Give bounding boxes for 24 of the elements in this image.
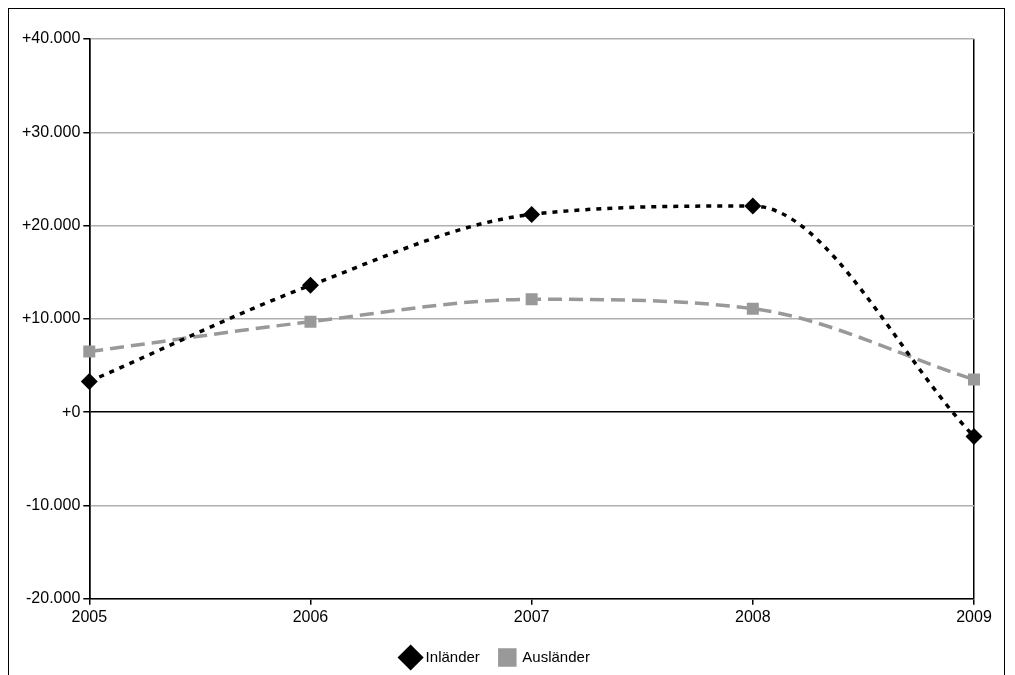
point: [525, 293, 538, 306]
x-tick-label: 2006: [292, 607, 329, 625]
point: [304, 315, 317, 328]
x-tick-label: 2005: [71, 607, 108, 625]
x-tick-label: 2008: [735, 607, 771, 625]
x-tick-label: 2007: [513, 607, 550, 625]
y-tick-label: -10.000: [26, 495, 81, 513]
point: [302, 277, 319, 294]
x-tick-label: 2009: [956, 607, 992, 625]
y-tick-label: +40.000: [22, 29, 81, 47]
point: [968, 373, 980, 386]
y-tick-label: -20.000: [26, 589, 81, 607]
point: [746, 302, 759, 315]
legend-label: Ausländer: [522, 647, 590, 665]
y-tick-label: +10.000: [22, 309, 81, 327]
point: [966, 428, 982, 445]
legend-label: Inländer: [425, 647, 480, 665]
point: [81, 373, 98, 390]
point: [523, 206, 540, 223]
point: [83, 345, 96, 358]
y-tick-label: +0: [62, 402, 81, 420]
y-tick-label: +30.000: [22, 122, 81, 140]
y-tick-label: +20.000: [22, 216, 81, 234]
point: [745, 198, 761, 214]
